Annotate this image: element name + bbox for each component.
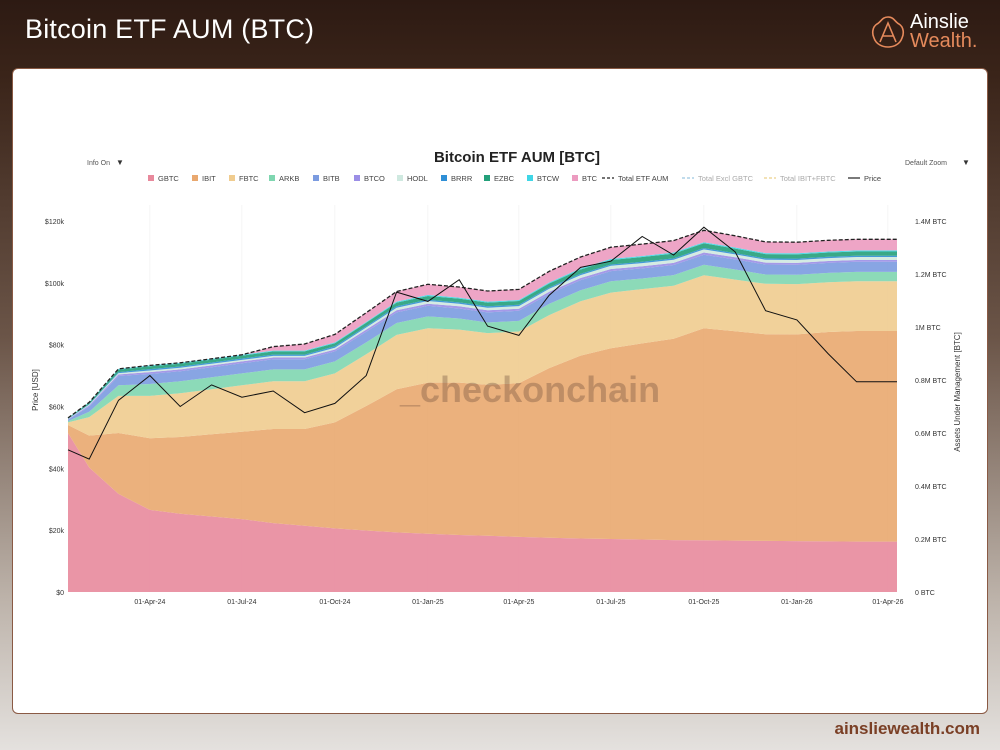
info-toggle[interactable]: Info On [87, 160, 110, 167]
x-tick-label: 01-Apr-24 [134, 599, 165, 606]
legend-item-total-ibit-fbtc[interactable]: Total IBIT+FBTC [764, 174, 836, 183]
legend-label: BTCW [537, 174, 560, 183]
legend-item-fbtc[interactable]: FBTC [229, 174, 259, 183]
x-tick-label: 01-Jul-24 [227, 599, 256, 606]
legend-label: HODL [407, 174, 428, 183]
legend-swatch [313, 175, 319, 181]
ainslie-logo: Ainslie Wealth. [870, 12, 990, 54]
legend-item-arkb[interactable]: ARKB [269, 174, 299, 183]
legend-label: BITB [323, 174, 340, 183]
chart-title: Bitcoin ETF AUM [BTC] [434, 149, 600, 166]
legend-swatch [354, 175, 360, 181]
legend-item-hodl[interactable]: HODL [397, 174, 428, 183]
zoom-selector[interactable]: Default Zoom [905, 160, 947, 167]
legend-item-ezbc[interactable]: EZBC [484, 174, 515, 183]
legend-item-bitb[interactable]: BITB [313, 174, 340, 183]
area-gbtc [68, 433, 897, 592]
left-tick-label: $120k [45, 219, 65, 226]
legend-item-total-excl-gbtc[interactable]: Total Excl GBTC [682, 174, 754, 183]
left-tick-label: $80k [49, 343, 65, 350]
left-tick-label: $60k [49, 405, 65, 412]
logo-line1: Ainslie [910, 11, 969, 33]
legend-item-btcw[interactable]: BTCW [527, 174, 560, 183]
legend-label: ARKB [279, 174, 299, 183]
logo-line2: Wealth. [910, 30, 978, 52]
x-tick-label: 01-Jan-25 [412, 599, 444, 606]
legend-label: EZBC [494, 174, 515, 183]
right-axis-label: Assets Under Management [BTC] [953, 332, 962, 452]
x-tick-label: 01-Jan-26 [781, 599, 813, 606]
left-tick-label: $0 [56, 590, 64, 597]
area-btc [68, 230, 897, 418]
right-tick-label: 0.2M BTC [915, 537, 947, 544]
area-bitb [68, 254, 897, 422]
left-tick-label: $40k [49, 466, 65, 473]
legend-label: Total IBIT+FBTC [780, 174, 836, 183]
right-tick-label: 0.8M BTC [915, 378, 947, 385]
right-tick-label: 0.6M BTC [915, 431, 947, 438]
right-tick-label: 0.4M BTC [915, 484, 947, 491]
right-tick-label: 1M BTC [915, 325, 941, 332]
legend-item-btc[interactable]: BTC [572, 174, 598, 183]
legend-item-price[interactable]: Price [848, 174, 881, 183]
right-tick-label: 1.4M BTC [915, 219, 947, 226]
legend-label: FBTC [239, 174, 259, 183]
legend-item-btco[interactable]: BTCO [354, 174, 385, 183]
legend-label: BTCO [364, 174, 385, 183]
legend-swatch [484, 175, 490, 181]
legend-label: GBTC [158, 174, 179, 183]
zoom-dropdown-icon[interactable]: ▼ [962, 158, 970, 167]
total-etf-aum-line [67, 229, 897, 419]
x-tick-label: 01-Apr-26 [872, 599, 903, 606]
area-fbtc [68, 275, 897, 439]
price-line [67, 226, 897, 460]
legend-swatch [441, 175, 447, 181]
legend-label: Total Excl GBTC [698, 174, 754, 183]
legend-item-gbtc[interactable]: GBTC [148, 174, 179, 183]
legend-label: BRRR [451, 174, 473, 183]
legend-label: Total ETF AUM [618, 174, 668, 183]
x-tick-label: 01-Oct-25 [688, 599, 719, 606]
left-tick-label: $20k [49, 528, 65, 535]
left-axis-label: Price [USD] [31, 369, 40, 411]
legend-swatch [572, 175, 578, 181]
legend-swatch [397, 175, 403, 181]
legend-item-brrr[interactable]: BRRR [441, 174, 473, 183]
legend-swatch [269, 175, 275, 181]
x-tick-label: 01-Apr-25 [503, 599, 534, 606]
logo-icon [871, 16, 905, 48]
legend-label: IBIT [202, 174, 216, 183]
right-tick-label: 0 BTC [915, 590, 935, 597]
legend-swatch [527, 175, 533, 181]
legend-swatch [148, 175, 154, 181]
info-dropdown-icon[interactable]: ▼ [116, 158, 124, 167]
page-title: Bitcoin ETF AUM (BTC) [25, 14, 315, 44]
legend-item-ibit[interactable]: IBIT [192, 174, 216, 183]
legend-swatch [192, 175, 198, 181]
x-tick-label: 01-Jul-25 [596, 599, 625, 606]
area-ibit [68, 328, 897, 542]
watermark: _checkonchain [399, 369, 660, 410]
area-arkb [68, 264, 897, 423]
right-tick-label: 1.2M BTC [915, 272, 947, 279]
legend-item-total-etf-aum[interactable]: Total ETF AUM [602, 174, 668, 183]
legend-swatch [229, 175, 235, 181]
x-tick-label: 01-Oct-24 [319, 599, 350, 606]
footer-url[interactable]: ainsliewealth.com [834, 719, 981, 738]
legend-label: BTC [582, 174, 598, 183]
left-tick-label: $100k [45, 281, 65, 288]
legend-label: Price [864, 174, 881, 183]
legend: GBTC IBIT FBTC ARKB BITB BTCO HODL BRRR EZBC BTCW… [148, 174, 881, 183]
